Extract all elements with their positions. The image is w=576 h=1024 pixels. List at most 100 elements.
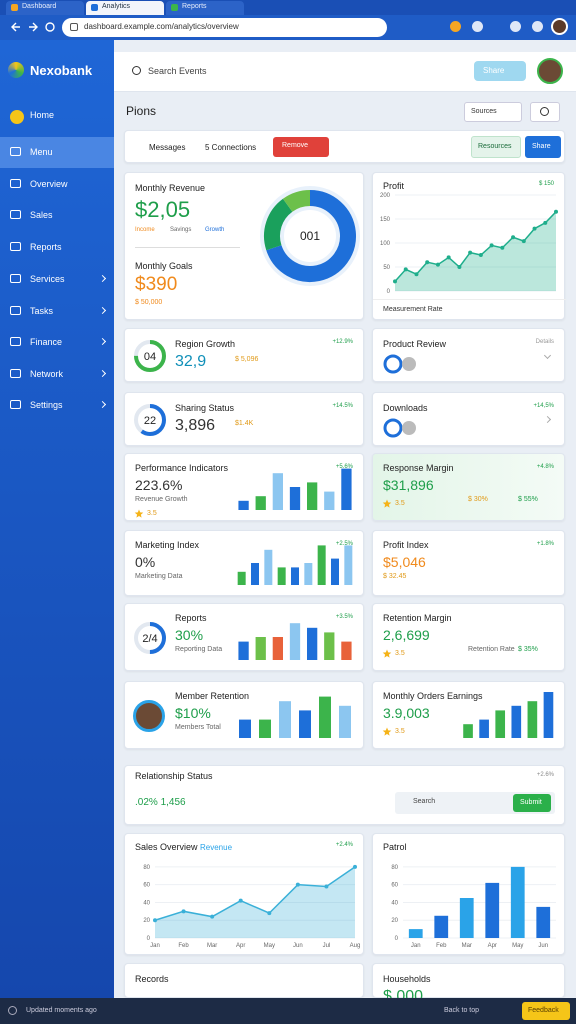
browser-tab[interactable]: Dashboard [6, 1, 84, 15]
header-action[interactable]: Sources [464, 102, 522, 122]
action-icon [540, 107, 549, 116]
chevron [543, 351, 552, 360]
profile-avatar[interactable] [551, 18, 568, 35]
donut-segment [266, 190, 356, 282]
browser-icon[interactable] [450, 21, 461, 32]
nav-label[interactable]: Settings [30, 400, 63, 410]
submit-button[interactable]: Submit [513, 794, 551, 812]
browser-icon[interactable] [532, 21, 543, 32]
bar [478, 719, 489, 738]
toolbar-button[interactable]: Share [525, 136, 561, 158]
feedback-button[interactable]: Feedback [522, 1002, 570, 1020]
point [446, 255, 451, 260]
nav-label[interactable]: Overview [30, 179, 68, 189]
y-tick-label: 0 [395, 936, 399, 942]
bar [319, 696, 331, 738]
tab-title: Reports [182, 3, 207, 10]
donut-label: 001 [300, 229, 320, 243]
browser-icon[interactable] [510, 21, 521, 32]
chart-area [238, 468, 352, 510]
action-label: Sources [471, 108, 497, 115]
ring-arc [134, 340, 166, 372]
icon [402, 357, 416, 371]
card-value: 2,6,699 [383, 627, 430, 643]
card-divider [373, 299, 566, 300]
area-fill [155, 866, 355, 938]
x-tick-label: Aug [350, 943, 361, 949]
danger-button[interactable]: Remove [273, 137, 329, 157]
bar [510, 866, 525, 938]
star-icon [382, 727, 392, 736]
button-label: Share [483, 66, 505, 75]
bar [307, 482, 318, 510]
nav-icon [10, 242, 21, 251]
chart-area: 0 20 40 60 80 Jan Feb Mar Apr May Jun [391, 865, 556, 949]
point [324, 884, 329, 889]
point [295, 882, 300, 887]
card-tag: +14,5% [533, 403, 554, 409]
x-tick-label: Jan [411, 943, 421, 949]
browser-tab[interactable]: Analytics [86, 1, 164, 15]
header-action[interactable]: Filter [530, 102, 560, 122]
card-value: 223.6% [135, 477, 183, 493]
bar [536, 906, 551, 938]
point [554, 209, 558, 214]
nav-label[interactable]: Reports [30, 242, 62, 252]
nav-label[interactable]: Finance [30, 337, 63, 347]
tab-icon [91, 4, 98, 11]
card-value: $10% [175, 705, 211, 721]
status-left: Updated moments ago [26, 1007, 97, 1014]
tab-icon [171, 4, 178, 11]
card-sub: $ 32.45 [383, 573, 407, 580]
point [478, 253, 483, 257]
url-text: dashboard.example.com/analytics/overview [84, 22, 239, 31]
point [267, 911, 272, 916]
nav-icon [10, 306, 21, 315]
search-field[interactable]: Search Submit [395, 792, 555, 814]
card: Product Review Details [372, 328, 565, 382]
nav-label[interactable]: Services [30, 274, 65, 284]
card: Profit Index +1.8% $5,046 $ 32.45 [372, 530, 565, 596]
card-tag: +2.6% [536, 772, 554, 778]
nav-label[interactable]: Network [30, 369, 64, 379]
nav-label[interactable]: Menu [30, 147, 53, 157]
toolbar-count: 5 Connections [205, 143, 257, 152]
share-button[interactable]: Share [474, 61, 526, 81]
bar [339, 705, 351, 738]
toolbar-button[interactable]: Resources [471, 136, 521, 158]
card-title: Member Retention [175, 691, 250, 701]
button-label: Resources [478, 143, 512, 150]
card-title: Profit [383, 181, 405, 191]
nav-icon [10, 110, 24, 124]
arrow-icon [11, 22, 20, 32]
ring-arc [134, 404, 166, 436]
user-avatar[interactable] [537, 58, 563, 84]
icon [383, 354, 403, 374]
y-tick-label: 20 [143, 918, 150, 924]
button-label: Submit [520, 799, 542, 806]
point [468, 250, 473, 255]
toolbar card: Messages 5 Connections Remove Resources Shar… [124, 130, 565, 163]
nav-icon [10, 337, 21, 346]
star-icon [382, 649, 392, 658]
point [543, 220, 548, 225]
card: Member Retention $10% Members Total [124, 681, 364, 749]
url-icon [70, 23, 78, 31]
chart-area [134, 509, 144, 518]
address-bar[interactable]: dashboard.example.com/analytics/overview [62, 18, 387, 37]
y-tick-label: 60 [391, 883, 398, 889]
nav-label[interactable]: Home [30, 110, 55, 120]
nav-label[interactable]: Sales [30, 210, 53, 220]
y-tick-label: 80 [143, 865, 150, 871]
y-tick-label: 40 [391, 900, 398, 906]
card-sub: Members Total [175, 724, 221, 731]
browser-icon[interactable] [472, 21, 483, 32]
card-sub: $ 5,096 [235, 356, 259, 363]
status-right[interactable]: Back to top [444, 1007, 480, 1014]
browser-tab[interactable]: Reports [166, 1, 244, 15]
bar [341, 468, 352, 510]
rating: 3.5 [395, 500, 405, 507]
search-placeholder: Search [413, 798, 436, 805]
nav-icon [10, 179, 21, 188]
nav-label[interactable]: Tasks [30, 306, 54, 316]
